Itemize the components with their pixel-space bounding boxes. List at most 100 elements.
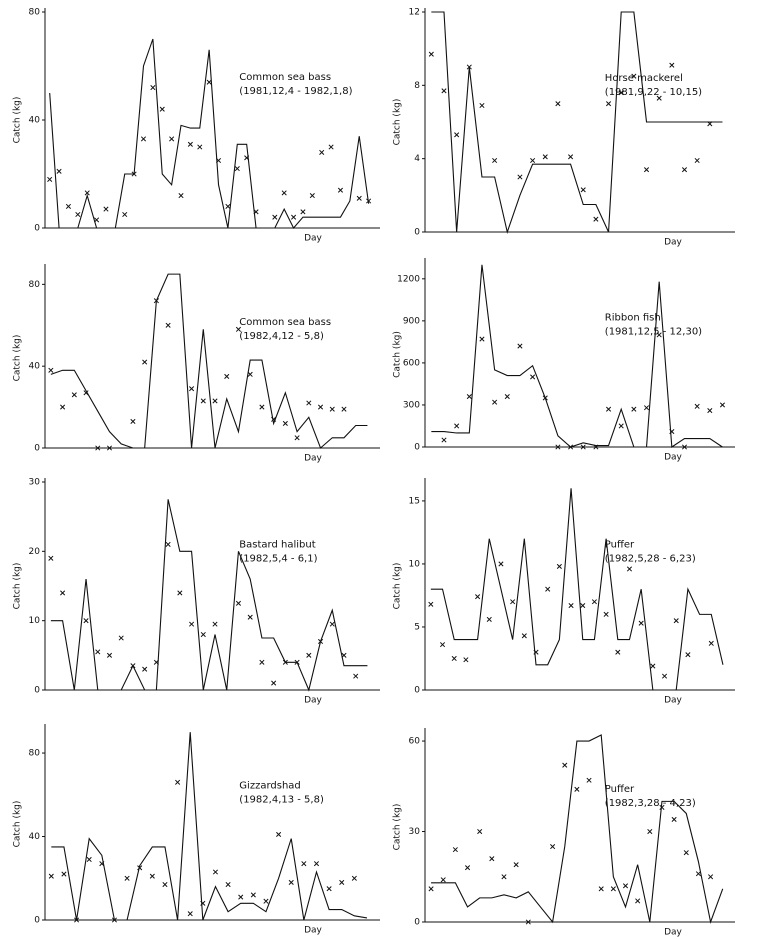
catch-point (341, 652, 347, 658)
catch-point (162, 881, 168, 888)
catch-point (271, 416, 277, 422)
catch-point (309, 193, 315, 199)
y-axis-label: Catch (kg) (13, 563, 23, 610)
catch-point (65, 203, 72, 209)
catch-point (683, 850, 689, 856)
catch-point (238, 894, 244, 900)
catch-point (517, 343, 523, 349)
catch-point (669, 429, 675, 435)
catch-point (187, 141, 193, 147)
catch-point (175, 779, 181, 785)
catch-point (366, 198, 372, 204)
catch-point (247, 371, 253, 377)
catch-point (555, 444, 561, 450)
y-axis-label: Catch (kg) (13, 97, 23, 144)
x-axis-label: Day (664, 696, 682, 706)
catch-point (615, 649, 621, 655)
chart-title: Bastard halibut (239, 539, 315, 550)
y-tick-label: 30 (29, 478, 41, 488)
catch-point (673, 618, 679, 624)
chart-title: Puffer (605, 784, 635, 795)
catch-point (263, 898, 269, 904)
catch-point (555, 101, 561, 107)
chart-subtitle: (1982,4,13 - 5,8) (239, 795, 324, 806)
catch-point (586, 777, 592, 783)
catch-point (568, 444, 574, 450)
catch-point (603, 611, 609, 617)
catch-point (71, 392, 77, 398)
catch-point (568, 602, 574, 609)
catch-point (454, 423, 460, 429)
y-tick-label: 4 (414, 154, 420, 164)
catch-line (49, 38, 370, 229)
catch-point (530, 157, 536, 164)
chart-title: Gizzardshad (239, 781, 300, 792)
y-tick-label: 60 (409, 737, 421, 747)
catch-point (250, 892, 256, 898)
catch-point (281, 190, 287, 196)
y-axis-label: Catch (kg) (393, 99, 403, 146)
catch-point (300, 209, 306, 215)
catch-point (464, 865, 471, 871)
y-tick-label: 1200 (397, 274, 420, 284)
catch-point (189, 621, 195, 627)
catch-point (669, 62, 675, 68)
y-axis-label: Catch (kg) (13, 335, 23, 382)
catch-point (103, 206, 109, 212)
catch-point (428, 601, 434, 607)
y-tick-label: 8 (414, 81, 420, 91)
catch-point (643, 167, 650, 173)
catch-point (708, 640, 714, 646)
x-axis-label: Day (304, 234, 322, 244)
chart-subtitle: (1981,9,22 - 10,15) (605, 87, 702, 98)
catch-point (294, 659, 300, 665)
catch-point (598, 886, 604, 892)
catch-point (580, 602, 586, 609)
catch-point (439, 642, 446, 648)
y-tick-label: 0 (34, 444, 40, 454)
catch-point (130, 418, 136, 424)
catch-point (61, 871, 67, 877)
catch-line (430, 488, 724, 691)
catch-point (356, 195, 362, 201)
catch-point (694, 403, 700, 409)
catch-point (200, 900, 206, 906)
catch-point (235, 326, 242, 332)
catch-point (656, 332, 662, 338)
catch-point (428, 51, 434, 57)
catch-point (212, 869, 219, 875)
y-tick-label: 0 (414, 686, 420, 696)
catch-point (574, 786, 580, 792)
catch-point (288, 879, 294, 885)
y-tick-label: 10 (29, 616, 41, 626)
y-tick-label: 0 (414, 443, 420, 453)
catch-point (48, 555, 54, 561)
catch-point (74, 917, 80, 923)
catch-point (671, 816, 677, 823)
y-axis-label: Catch (kg) (393, 804, 403, 851)
catch-point (165, 541, 171, 547)
y-tick-label: 40 (29, 832, 41, 842)
catch-point (610, 886, 616, 892)
catch-point (618, 423, 624, 429)
catch-point (56, 168, 62, 174)
y-tick-label: 0 (414, 918, 420, 928)
catch-point (142, 359, 148, 365)
y-tick-label: 80 (29, 280, 41, 290)
catch-point (271, 680, 277, 686)
y-tick-label: 300 (403, 400, 420, 410)
catch-point (542, 395, 548, 401)
catch-point (647, 828, 653, 835)
catch-point (521, 633, 527, 639)
catch-point (618, 90, 624, 96)
chart-title: Horse mackerel (605, 73, 683, 84)
catch-point (99, 861, 105, 867)
catch-point (259, 659, 265, 665)
catch-point (475, 594, 481, 600)
catch-point (60, 590, 66, 596)
y-axis-label: Catch (kg) (13, 801, 23, 848)
catch-point (479, 336, 485, 342)
catch-point (498, 561, 504, 567)
catch-point (694, 157, 700, 164)
catch-point (556, 563, 562, 570)
